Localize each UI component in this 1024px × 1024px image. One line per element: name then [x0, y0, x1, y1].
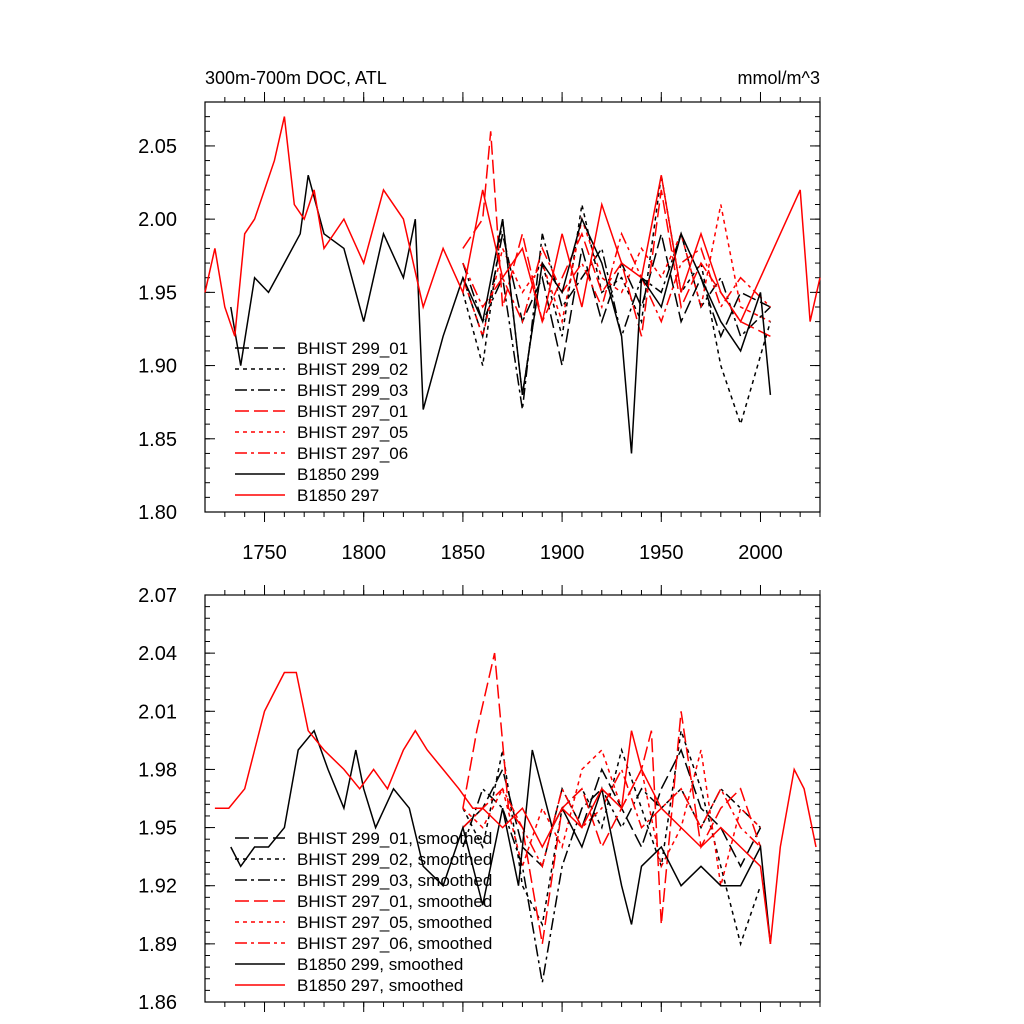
- top-legend: BHIST 299_01 BHIST 299_02 BHIST 299_03 BHIS…: [235, 339, 408, 505]
- legend-label: B1850 299: [297, 465, 379, 484]
- legend-label: B1850 299, smoothed: [297, 955, 463, 974]
- y-tick-label: 2.00: [138, 209, 177, 231]
- y-tick-label: 2.07: [138, 585, 177, 607]
- x-tick-label: 1800: [341, 542, 386, 564]
- plot-frame: [204, 594, 821, 1003]
- series-bhist-299-03-smoothed: [462, 787, 762, 983]
- legend-label: B1850 297: [297, 486, 379, 505]
- x-tick-label: 2000: [738, 542, 783, 564]
- legend-label: BHIST 299_01: [297, 339, 408, 358]
- series-b1850-299: [230, 175, 772, 454]
- top-chart-units: mmol/m^3: [738, 68, 820, 88]
- legend-label: BHIST 297_01: [297, 402, 408, 421]
- legend-label: BHIST 297_05: [297, 423, 408, 442]
- series-bhist-297-01: [462, 131, 771, 337]
- legend-label: BHIST 297_06: [297, 444, 408, 463]
- bottom-panel: 1.86 1.89 1.92 1.95 1.98 2.01 2.04 2.07 BHIST 2…: [138, 585, 821, 1014]
- series-bhist-297-06-smoothed: [462, 767, 762, 869]
- legend-label: BHIST 299_01, smoothed: [297, 829, 492, 848]
- top-series-group: [204, 116, 821, 454]
- y-tick-label: 2.04: [138, 643, 177, 665]
- series-bhist-299-02: [462, 175, 772, 427]
- legend-label: B1850 297, smoothed: [297, 976, 463, 995]
- top-axes: 1.80 1.85 1.90 1.95 2.00 2.05 1750 1800 1850 1900…: [138, 92, 821, 564]
- y-tick-label: 1.95: [138, 282, 177, 304]
- series-bhist-297-05: [462, 204, 771, 340]
- legend-label: BHIST 297_01, smoothed: [297, 892, 492, 911]
- legend-label: BHIST 297_06, smoothed: [297, 934, 492, 953]
- series-bhist-297-01-smoothed: [462, 652, 762, 945]
- x-tick-label: 1900: [540, 542, 585, 564]
- legend-label: BHIST 299_03: [297, 381, 408, 400]
- y-tick-label: 1.85: [138, 429, 177, 451]
- bottom-series-group: [214, 652, 817, 983]
- series-bhist-299-01: [462, 233, 771, 366]
- x-tick-label: 1950: [639, 542, 684, 564]
- y-tick-label: 1.92: [138, 876, 177, 898]
- series-b1850-299-smoothed: [230, 729, 772, 944]
- series-b1850-297: [204, 116, 821, 337]
- series-bhist-297-05-smoothed: [462, 748, 762, 886]
- y-tick-label: 2.01: [138, 701, 177, 723]
- series-b1850-297-smoothed: [214, 671, 817, 944]
- bottom-legend: BHIST 299_01, smoothed BHIST 299_02, smoo…: [235, 829, 492, 995]
- y-tick-label: 1.98: [138, 759, 177, 781]
- x-tick-label: 1850: [441, 542, 486, 564]
- y-tick-label: 2.05: [138, 136, 177, 158]
- top-chart-title: 300m-700m DOC, ATL: [205, 68, 387, 88]
- bottom-axes: 1.86 1.89 1.92 1.95 1.98 2.01 2.04 2.07: [138, 585, 821, 1014]
- legend-label: BHIST 299_03, smoothed: [297, 871, 492, 890]
- y-tick-label: 1.80: [138, 502, 177, 524]
- y-tick-label: 1.95: [138, 818, 177, 840]
- legend-label: BHIST 299_02, smoothed: [297, 850, 492, 869]
- x-tick-label: 1750: [242, 542, 287, 564]
- y-tick-label: 1.86: [138, 992, 177, 1014]
- y-tick-label: 1.90: [138, 356, 177, 378]
- legend-label: BHIST 299_02: [297, 360, 408, 379]
- legend-label: BHIST 297_05, smoothed: [297, 913, 492, 932]
- series-bhist-297-06: [462, 231, 771, 324]
- series-bhist-299-03: [462, 231, 771, 410]
- y-tick-label: 1.89: [138, 934, 177, 956]
- top-panel: 300m-700m DOC, ATL mmol/m^3 1.80 1.85 1.90…: [138, 68, 821, 564]
